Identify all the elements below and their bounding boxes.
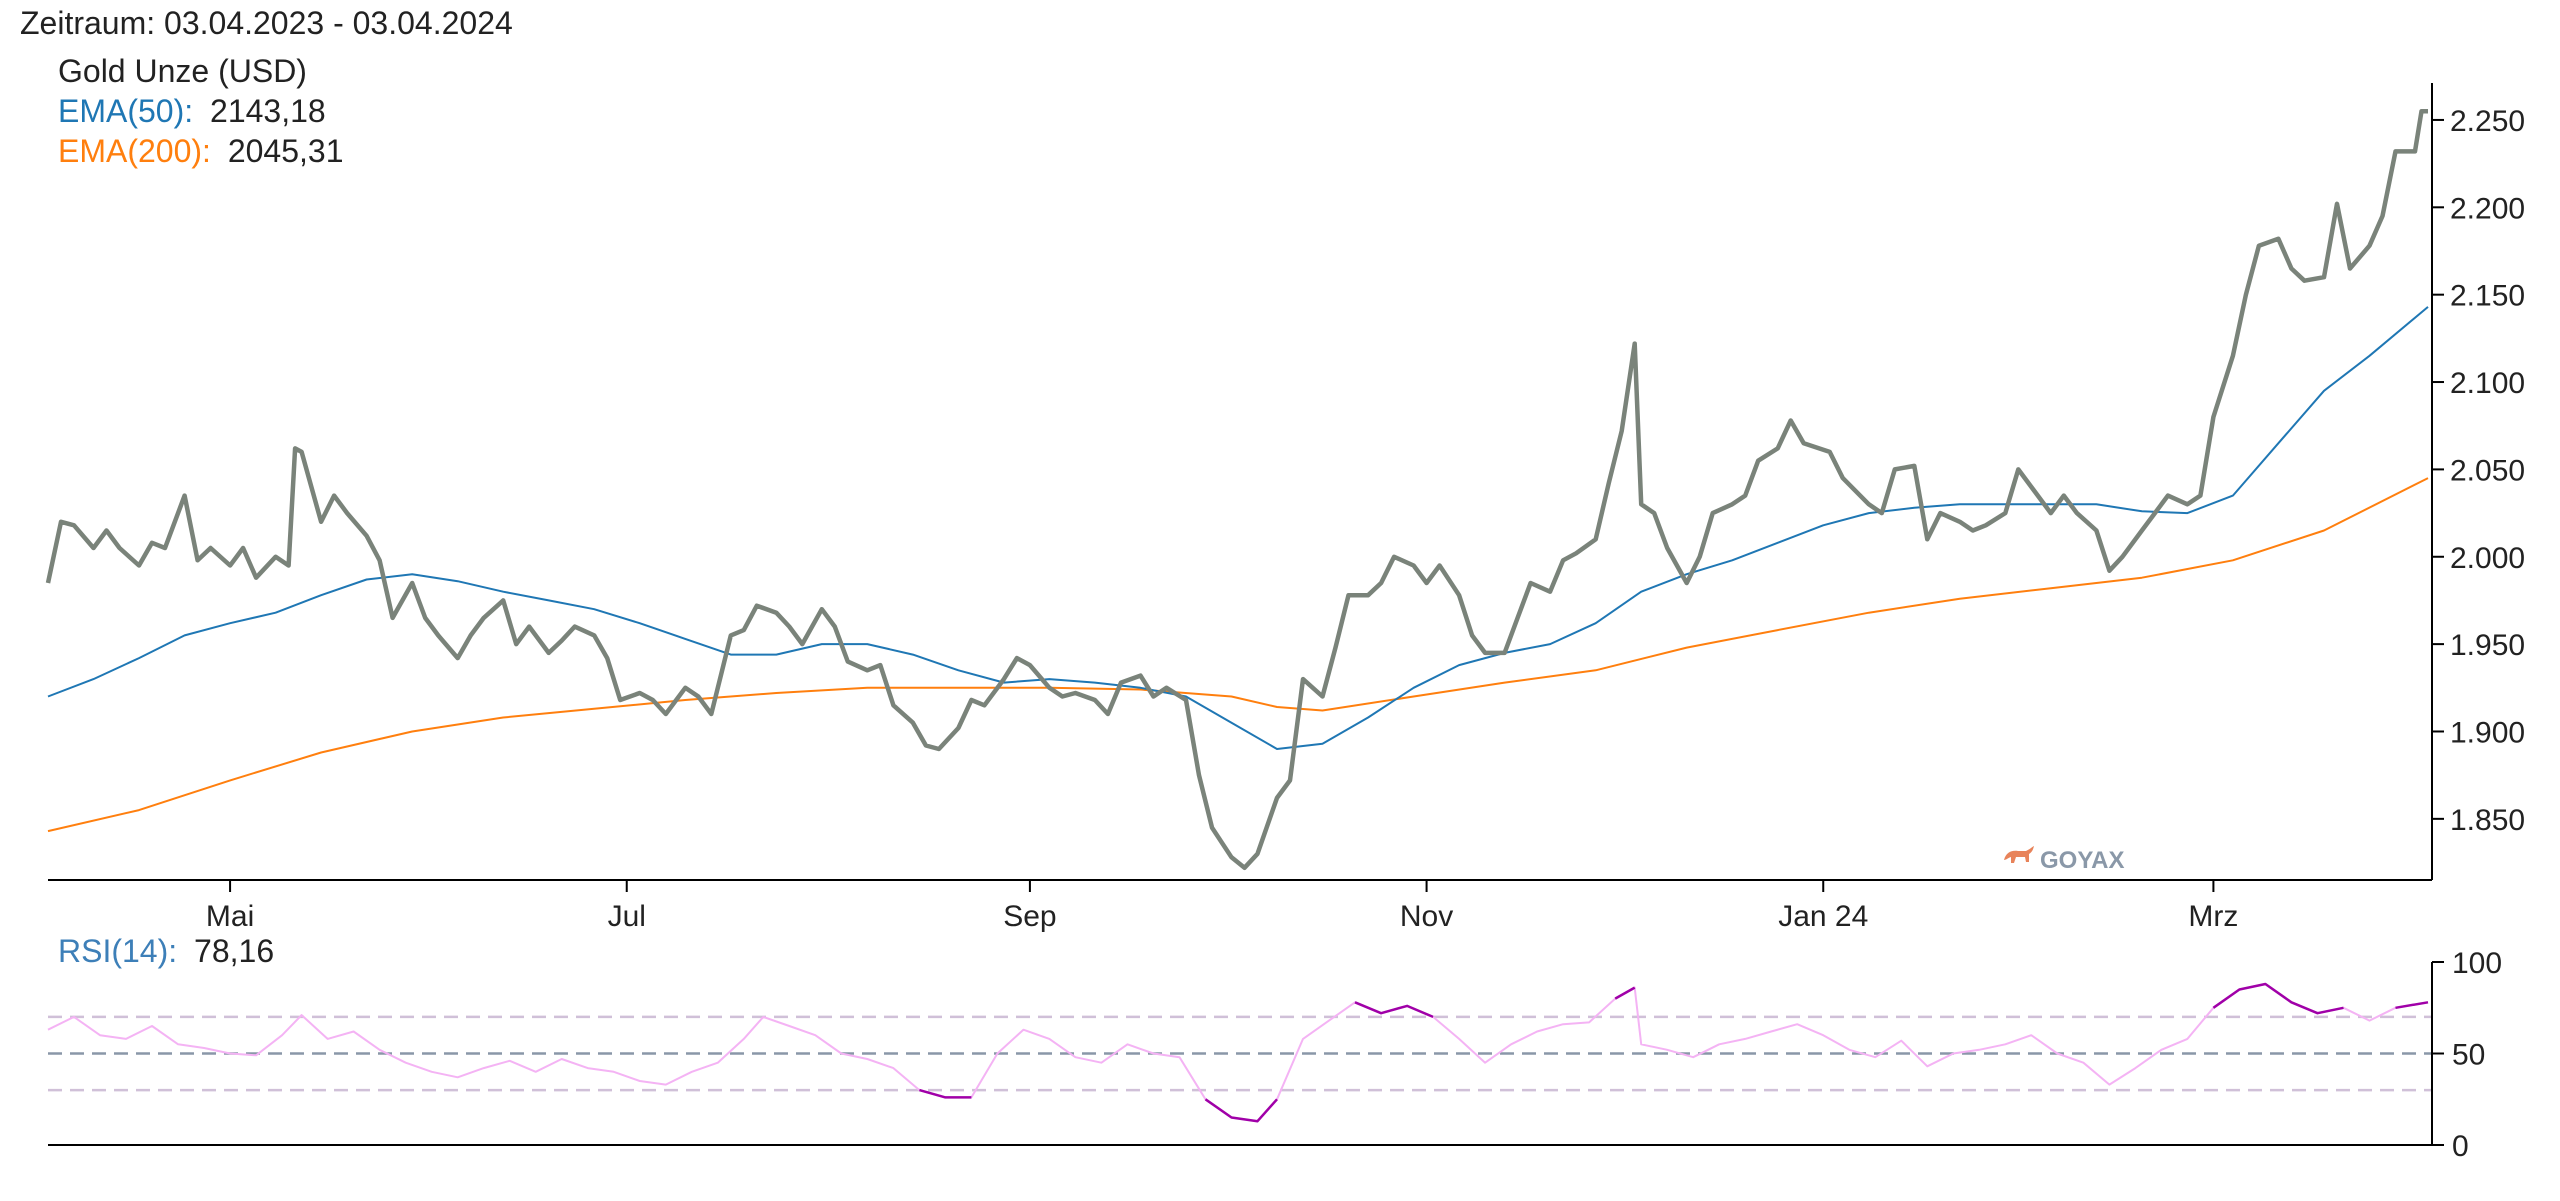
rsi-lines xyxy=(47,982,2429,1123)
price-y-tick-label: 2.050 xyxy=(2450,454,2525,487)
ema50-legend: EMA(50): 2143,18 xyxy=(58,93,326,129)
bull-icon xyxy=(2004,846,2034,863)
x-tick-label: Sep xyxy=(1003,900,1056,933)
rsi-y-tick-label: 0 xyxy=(2452,1130,2469,1163)
goyax-watermark: GOYAX xyxy=(2004,846,2124,874)
price-y-tick-label: 2.150 xyxy=(2450,280,2525,313)
price-lines xyxy=(45,108,2429,871)
period-label: Zeitraum: 03.04.2023 - 03.04.2024 xyxy=(20,5,513,41)
ema200-legend-value: 2045,31 xyxy=(228,133,344,169)
rsi-legend-label: RSI(14): xyxy=(58,933,177,969)
price-axes: 1.850 1.900 1.950 2.000 2.050 2.100 2.150 2.200… xyxy=(48,83,2525,933)
ema200-legend: EMA(200): 2045,31 xyxy=(58,133,344,169)
x-tick-label: Jul xyxy=(608,900,646,933)
rsi-extreme-segment xyxy=(1354,1001,1434,1019)
price-y-tick-label: 1.850 xyxy=(2450,804,2525,837)
price-y-tick-label: 2.250 xyxy=(2450,105,2525,138)
ema200-legend-label: EMA(200): xyxy=(58,133,211,169)
rsi-extreme-segment xyxy=(1614,986,1636,1000)
x-tick-label: Mai xyxy=(206,900,254,933)
x-tick-label: Nov xyxy=(1400,900,1453,933)
rsi-y-tick-label: 50 xyxy=(2452,1039,2485,1072)
watermark-text: GOYAX xyxy=(2040,847,2124,874)
rsi-extreme-segment xyxy=(2212,982,2344,1015)
ema200-line xyxy=(47,477,2429,833)
instrument-label: Gold Unze (USD) xyxy=(58,53,307,89)
ema50-line xyxy=(47,306,2429,750)
price-y-tick-label: 2.000 xyxy=(2450,542,2525,575)
rsi-panel xyxy=(48,1015,2432,1092)
rsi-legend-value: 78,16 xyxy=(194,933,274,969)
price-y-tick-label: 2.100 xyxy=(2450,367,2525,400)
rsi-legend: RSI(14): 78,16 xyxy=(58,933,274,969)
rsi-y-tick-label: 100 xyxy=(2452,947,2502,980)
rsi-extreme-segment xyxy=(919,1088,972,1099)
price-y-tick-label: 2.200 xyxy=(2450,192,2525,225)
ema50-legend-label: EMA(50): xyxy=(58,93,193,129)
rsi-axes: 0 50 100 xyxy=(48,947,2502,1163)
rsi-extreme-segment xyxy=(2395,1001,2429,1010)
rsi-extreme-segment xyxy=(1204,1098,1278,1123)
x-tick-label: Mrz xyxy=(2188,900,2238,933)
x-tick-label: Jan 24 xyxy=(1778,900,1868,933)
price-y-tick-label: 1.950 xyxy=(2450,629,2525,662)
price-y-tick-label: 1.900 xyxy=(2450,716,2525,749)
ema50-legend-value: 2143,18 xyxy=(210,93,326,129)
price-line xyxy=(45,108,2428,871)
